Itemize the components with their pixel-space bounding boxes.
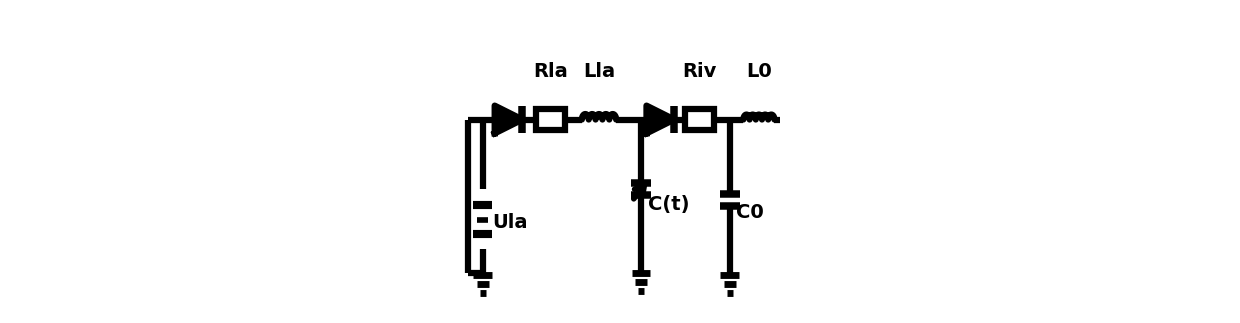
Text: L0: L0 <box>746 62 771 81</box>
Text: Ula: Ula <box>492 214 528 232</box>
Bar <box>684 109 714 130</box>
Text: C(t): C(t) <box>649 195 689 214</box>
Bar <box>536 109 565 130</box>
Text: Lla: Lla <box>583 62 615 81</box>
Text: C0: C0 <box>735 203 764 223</box>
Text: Rla: Rla <box>533 62 568 81</box>
Polygon shape <box>646 106 675 133</box>
Text: Riv: Riv <box>682 62 717 81</box>
Polygon shape <box>495 106 522 133</box>
